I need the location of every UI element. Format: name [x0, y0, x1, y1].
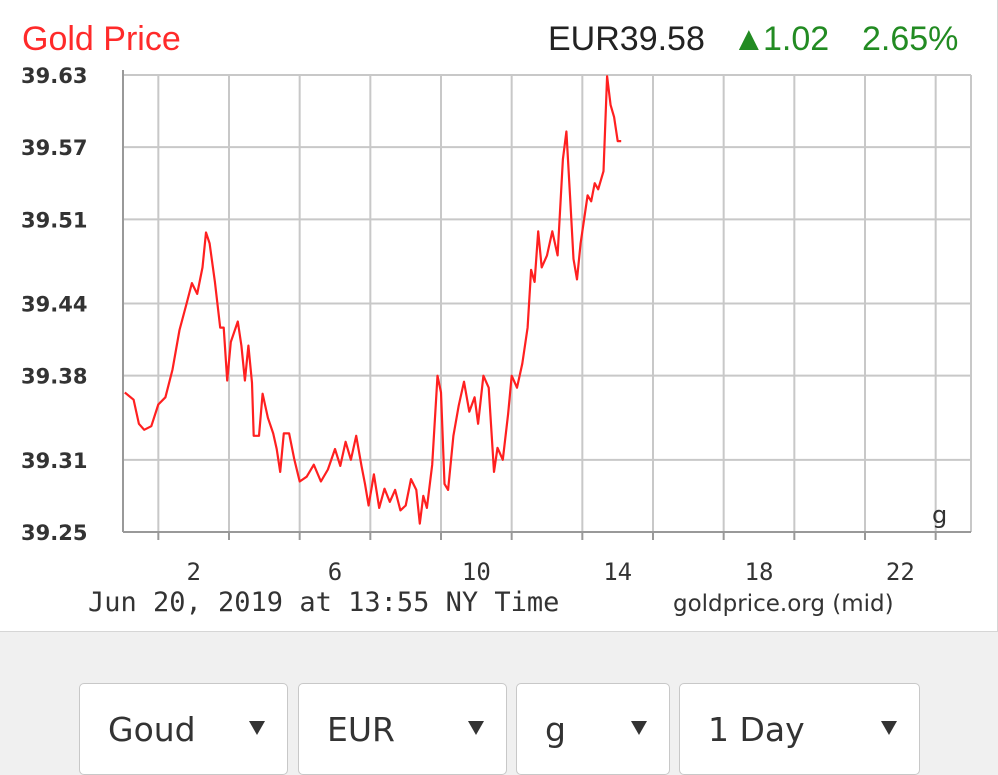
x-tick-label: 2 [186, 558, 200, 586]
currency-select-value: EUR [327, 710, 395, 749]
metal-select[interactable]: Goud [79, 683, 288, 775]
gold-price-widget: Gold Price EUR39.58 ▲ 1.02 2.65% 39.25 39… [0, 0, 998, 632]
chart-title: Gold Price [22, 20, 181, 58]
change-percent: 2.65% [862, 20, 958, 58]
unit-mark: g [932, 501, 947, 529]
y-tick-label: 39.31 [21, 449, 87, 473]
x-tick-label: 18 [745, 558, 774, 586]
change-value: 1.02 [763, 20, 829, 58]
unit-select-value: g [545, 710, 566, 749]
range-select-value: 1 Day [708, 710, 805, 749]
grid [123, 74, 972, 533]
y-tick-label: 39.57 [21, 136, 87, 160]
y-tick-label: 39.63 [21, 64, 87, 88]
chevron-down-icon [249, 721, 265, 735]
price-line [124, 75, 622, 525]
x-axis-ticks: 2 6 10 14 18 22 [186, 558, 914, 586]
change-arrow-icon: ▲ [732, 20, 766, 58]
y-axis-ticks: 39.25 39.31 39.38 39.44 39.51 39.57 39.63 [21, 64, 87, 545]
axes [122, 70, 971, 540]
y-tick-label: 39.51 [21, 208, 87, 232]
selector-bar: Goud EUR g 1 Day [0, 683, 998, 775]
x-tick-label: 10 [462, 558, 491, 586]
series-layer [124, 75, 622, 525]
y-tick-label: 39.44 [21, 293, 87, 317]
chevron-down-icon [881, 721, 897, 735]
currency-select[interactable]: EUR [298, 683, 507, 775]
x-tick-label: 6 [328, 558, 342, 586]
range-select[interactable]: 1 Day [679, 683, 920, 775]
chart: Gold Price EUR39.58 ▲ 1.02 2.65% 39.2539… [21, 20, 972, 618]
x-tick-label: 22 [886, 558, 915, 586]
x-tick-label: 14 [603, 558, 632, 586]
unit-select[interactable]: g [516, 683, 670, 775]
current-price: EUR39.58 [548, 20, 705, 58]
chevron-down-icon [468, 721, 484, 735]
timestamp: Jun 20, 2019 at 13:55 NY Time [88, 587, 559, 618]
price-readout: EUR39.58 ▲ 1.02 2.65% [548, 20, 958, 58]
source-label: goldprice.org (mid) [673, 591, 894, 617]
metal-select-value: Goud [108, 710, 196, 749]
y-tick-label: 39.25 [21, 521, 87, 545]
chevron-down-icon [631, 721, 647, 735]
y-tick-label: 39.38 [21, 365, 87, 389]
